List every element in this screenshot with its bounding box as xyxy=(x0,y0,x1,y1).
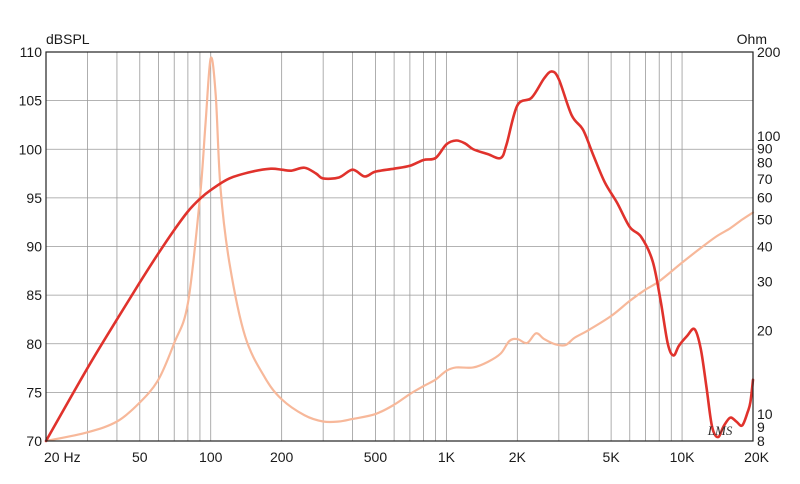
left-axis-tick-label: 75 xyxy=(26,384,42,400)
x-axis-tick-label: 2K xyxy=(509,449,527,465)
x-axis-tick-label: 10K xyxy=(670,449,696,465)
right-axis-tick-label: 80 xyxy=(757,155,773,171)
right-axis-tick-label: 60 xyxy=(757,189,773,205)
curves xyxy=(44,56,755,443)
left-axis-tick-label: 110 xyxy=(20,44,43,60)
right-axis-tick-label: 100 xyxy=(757,128,781,144)
right-axis-tick-label: 9 xyxy=(757,419,765,435)
lms-logo: LMS xyxy=(707,423,733,438)
x-axis-tick-label: 500 xyxy=(364,449,388,465)
x-axis-tick-label: 20 Hz xyxy=(44,449,81,465)
x-axis-tick-label: 50 xyxy=(132,449,148,465)
right-axis-tick-label: 200 xyxy=(757,44,781,60)
x-axis-tick-label: 20K xyxy=(744,449,770,465)
left-axis-tick-label: 85 xyxy=(26,287,42,303)
plot-frame xyxy=(45,51,754,442)
left-axis-tick-label: 105 xyxy=(19,93,43,109)
left-axis-tick-label: 100 xyxy=(19,141,43,157)
x-axis-tick-label: 5K xyxy=(603,449,621,465)
right-axis-tick-label: 10 xyxy=(757,406,773,422)
right-axis-tick-label: 50 xyxy=(757,212,773,228)
right-axis-tick-label: 40 xyxy=(757,239,773,255)
spl-response-curve xyxy=(44,70,755,443)
x-axis-tick-label: 100 xyxy=(199,449,223,465)
right-axis-unit-label: Ohm xyxy=(737,31,767,47)
right-axis-tick-label: 8 xyxy=(757,433,765,449)
right-axis-tick-label: 90 xyxy=(757,140,773,156)
left-axis-tick-label: 90 xyxy=(26,239,42,255)
impedance-curve xyxy=(44,56,755,443)
left-axis-tick-label: 95 xyxy=(26,190,42,206)
right-axis-tick-label: 20 xyxy=(757,322,773,338)
right-axis-tick-label: 30 xyxy=(757,273,773,289)
right-axis-tick-label: 70 xyxy=(757,171,773,187)
x-axis-tick-label: 1K xyxy=(438,449,456,465)
tick-labels: 7075808590951001051108910203040506070809… xyxy=(19,44,781,465)
left-axis-tick-label: 80 xyxy=(26,336,42,352)
left-axis-tick-label: 70 xyxy=(26,433,42,449)
x-axis-tick-label: 200 xyxy=(270,449,294,465)
left-axis-unit-label: dBSPL xyxy=(46,31,90,47)
